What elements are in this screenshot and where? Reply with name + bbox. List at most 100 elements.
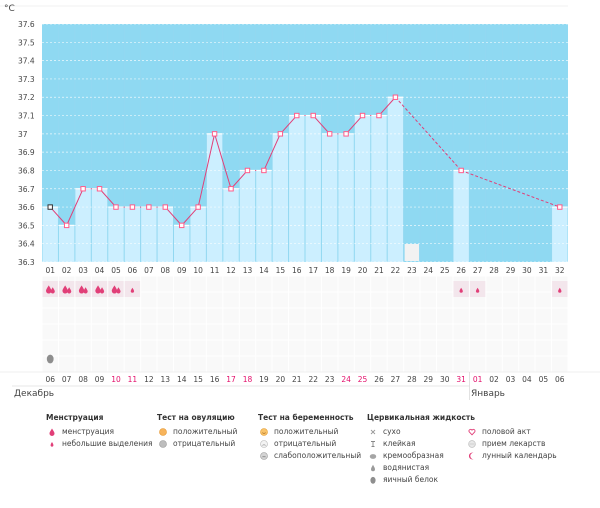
- cycle-symbols: [42, 244, 568, 364]
- blood-drop-icon: [49, 428, 55, 436]
- temperature-bar: [321, 133, 338, 262]
- blood-drop-icon: [46, 285, 52, 294]
- temperature-line: [378, 96, 396, 116]
- lunar-cell: [404, 244, 420, 261]
- blood-drop-icon: [95, 285, 101, 294]
- y-tick-label: 36.5: [18, 221, 35, 230]
- date-label: 15: [193, 375, 203, 384]
- legend-label: отрицательный: [173, 439, 236, 448]
- temperature-bar: [190, 207, 206, 262]
- cycle-day-label: 20: [358, 266, 368, 275]
- temperature-point: [113, 204, 119, 210]
- cycle-day-label: 17: [308, 266, 318, 275]
- cycle-day-label: 01: [45, 266, 55, 275]
- legend-item-ovulation-positive: положительный: [157, 426, 237, 438]
- temperature-point: [359, 112, 366, 119]
- cycle-day-label: 24: [424, 266, 434, 275]
- temperature-line: [312, 115, 331, 135]
- cycle-day-label: 06: [128, 266, 138, 275]
- blood-drop-icon: [50, 287, 55, 294]
- legend-label: менструация: [62, 427, 114, 436]
- cycle-day-label: 09: [177, 266, 187, 275]
- y-axis-unit-label: °C: [4, 4, 15, 14]
- x-mark-icon: [370, 429, 376, 435]
- temperature-bar: [157, 207, 173, 262]
- cycle-day-label: 14: [259, 266, 269, 275]
- y-tick-label: 36.6: [18, 203, 35, 212]
- cycle-day-label: 03: [78, 266, 88, 275]
- temperature-line-dashed: [395, 96, 462, 171]
- temperature-line: [49, 206, 68, 226]
- temperature-point: [63, 222, 70, 229]
- date-label: 14: [177, 375, 187, 384]
- gray-circle-icon: [159, 440, 167, 448]
- date-label: 09: [95, 375, 105, 384]
- moon-icon: [468, 452, 474, 460]
- cycle-day-label: 15: [276, 266, 286, 275]
- date-label: 20: [276, 375, 286, 384]
- cycle-day-label: 23: [407, 266, 417, 275]
- legend-item-pregnancy-positive: положительный: [258, 426, 361, 438]
- legend-item-pregnancy-weak: слабоположительный: [258, 450, 361, 462]
- legend-item-egg-white: яичный белок: [367, 474, 475, 486]
- egg-white-icon: [370, 476, 376, 484]
- small-drop-icon: [50, 442, 54, 447]
- temperature-line: [197, 133, 216, 208]
- legend-label: лунный календарь: [482, 451, 557, 460]
- date-label: 31: [456, 375, 466, 384]
- date-label: 30: [440, 375, 450, 384]
- legend-label: половой акт: [482, 427, 531, 436]
- date-label: 12: [144, 375, 154, 384]
- temperature-line-dashed: [460, 169, 560, 208]
- y-tick-label: 37.5: [18, 38, 35, 47]
- legend-label: небольшие выделения: [62, 439, 153, 448]
- legend-group-menstruation: Менструация менструация небольшие выделе…: [46, 412, 153, 450]
- date-label: 27: [391, 375, 401, 384]
- legend-title: Тест на овуляцию: [157, 413, 235, 422]
- temperature-bar: [42, 207, 58, 262]
- temperature-line: [279, 115, 298, 135]
- temperature-point: [80, 186, 86, 192]
- temperature-bar: [387, 97, 404, 262]
- orange-circle-icon: [159, 428, 167, 436]
- temperature-point: [343, 131, 349, 137]
- legend-item-intercourse: половой акт: [466, 426, 557, 438]
- date-label: 28: [407, 375, 417, 384]
- chart-legend: Менструация менструация небольшие выделе…: [0, 412, 600, 508]
- temperature-line: [345, 115, 363, 135]
- cycle-day-label: 31: [539, 266, 549, 275]
- temperature-point: [326, 131, 333, 137]
- blood-drop-icon: [83, 287, 88, 294]
- temperature-point: [392, 94, 399, 100]
- temperature-point: [162, 204, 168, 210]
- temperature-bar: [141, 207, 157, 262]
- small-drop-icon: [459, 287, 463, 293]
- legend-item-sticky: клейкая: [367, 438, 475, 450]
- date-label: 13: [161, 375, 171, 384]
- temperature-bar: [206, 133, 223, 262]
- temperature-line: [164, 206, 183, 226]
- small-drop-icon: [475, 287, 480, 293]
- temperature-point: [211, 131, 218, 137]
- month-label-december: Декабрь: [14, 389, 54, 399]
- cycle-day-label: 22: [391, 266, 401, 275]
- temperature-point: [557, 204, 563, 210]
- date-label: 18: [243, 375, 253, 384]
- temperature-point: [294, 112, 300, 119]
- temperature-bar: [256, 170, 272, 262]
- y-tick-label: 36.4: [18, 240, 35, 249]
- cycle-day-label: 04: [95, 266, 105, 275]
- temperature-bar: [272, 133, 289, 262]
- date-label: 21: [292, 375, 302, 384]
- legend-label: клейкая: [383, 439, 416, 448]
- legend-item-creamy: кремообразная: [367, 450, 475, 462]
- date-label: 03: [506, 375, 516, 384]
- egg-white-icon: [46, 354, 54, 364]
- temperature-line: [99, 188, 117, 208]
- date-label: 05: [539, 375, 549, 384]
- y-tick-label: 37.3: [18, 75, 35, 84]
- y-axis-ticks: 36.3 36.4 36.5 36.6 36.7 36.8 36.9 37 37.1 37.2 37…: [18, 20, 35, 267]
- cycle-day-label: 13: [243, 266, 253, 275]
- temperature-point: [228, 186, 234, 192]
- cycle-day-label: 30: [522, 266, 532, 275]
